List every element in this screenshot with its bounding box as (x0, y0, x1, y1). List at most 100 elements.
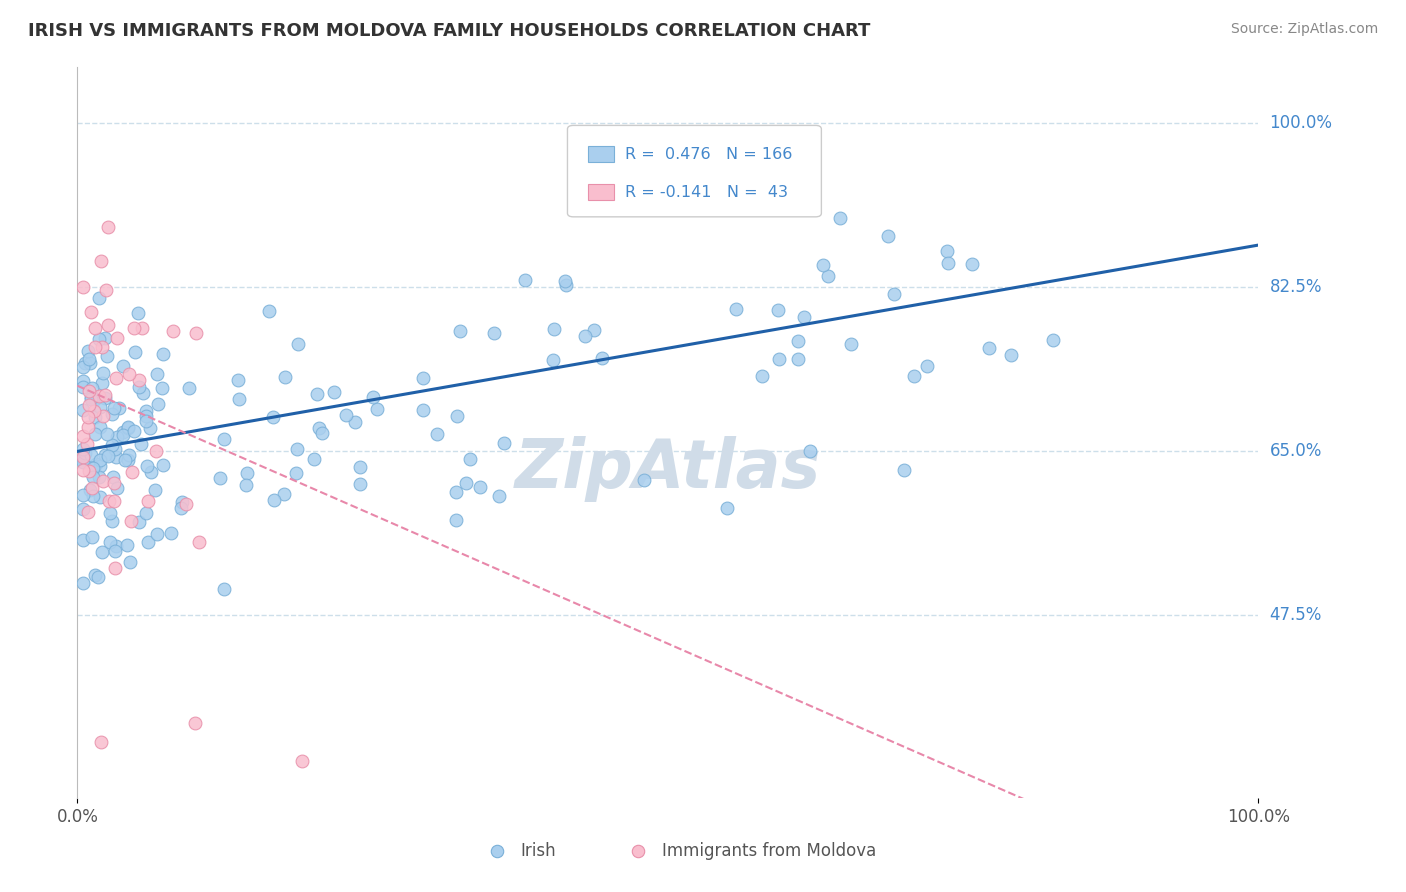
Point (287, 337, 309, 351)
Point (72, 488, 94, 502)
Point (148, 396, 170, 410)
Point (799, 444, 821, 458)
Point (412, 402, 434, 417)
Point (311, 425, 333, 440)
Point (72, 450, 94, 464)
Point (112, 425, 135, 439)
Point (72, 576, 94, 591)
Text: Irish: Irish (520, 842, 555, 860)
Point (139, 465, 162, 479)
Point (105, 331, 128, 345)
Text: 47.5%: 47.5% (1270, 607, 1322, 624)
Point (94, 448, 117, 462)
Point (104, 539, 127, 553)
Point (768, 352, 790, 367)
Point (84, 568, 107, 582)
Point (444, 512, 467, 526)
Point (72, 455, 94, 469)
Point (90, 545, 112, 559)
Point (170, 495, 193, 509)
Point (273, 370, 295, 384)
Point (72, 442, 94, 456)
Point (470, 480, 492, 494)
Point (366, 402, 388, 417)
Point (93, 331, 115, 345)
Point (103, 475, 125, 490)
Point (574, 328, 596, 343)
Point (91, 474, 114, 488)
Point (72, 359, 94, 374)
Point (98, 507, 121, 521)
Point (80, 530, 103, 544)
Point (184, 326, 207, 340)
Point (91, 409, 114, 423)
Point (82, 460, 104, 475)
Point (458, 452, 481, 467)
Point (79, 384, 101, 399)
Point (235, 478, 257, 492)
Point (543, 322, 565, 336)
Point (84, 320, 107, 334)
Point (344, 415, 367, 429)
Point (118, 448, 141, 462)
Point (72, 533, 94, 547)
Point (103, 401, 125, 415)
Point (786, 334, 808, 348)
Point (98, 494, 121, 508)
Point (104, 543, 127, 558)
Point (124, 344, 146, 359)
Point (304, 452, 326, 467)
Point (101, 514, 124, 528)
Point (152, 347, 174, 361)
Point (87, 470, 110, 484)
Point (83, 404, 105, 418)
Point (132, 386, 155, 401)
Point (94, 388, 117, 402)
Point (77, 398, 100, 412)
Point (93, 391, 115, 405)
Point (98, 535, 121, 549)
Point (725, 301, 748, 316)
Point (103, 493, 125, 508)
Point (716, 500, 738, 515)
Point (135, 409, 157, 424)
Point (226, 373, 249, 387)
Point (308, 421, 330, 435)
Point (114, 452, 136, 467)
Point (188, 535, 211, 549)
Point (72, 402, 94, 417)
Point (169, 501, 191, 516)
Point (76, 437, 98, 451)
Point (583, 323, 606, 337)
Point (72, 280, 94, 294)
Point (72, 429, 94, 443)
Point (160, 526, 183, 541)
Point (112, 427, 135, 442)
Point (87, 570, 110, 584)
Point (76, 343, 98, 358)
Point (449, 325, 471, 339)
Point (426, 426, 449, 441)
Point (89, 490, 111, 504)
Point (305, 386, 328, 401)
Point (128, 515, 150, 529)
Point (73, 356, 96, 370)
Point (100, 408, 122, 422)
Point (89, 453, 111, 467)
Point (89, 401, 111, 415)
Text: R = -0.141   N =  43: R = -0.141 N = 43 (626, 185, 789, 200)
Point (936, 256, 959, 270)
Point (960, 257, 983, 271)
Point (72, 379, 94, 393)
Point (128, 373, 150, 387)
Point (228, 392, 250, 407)
Point (79, 483, 101, 497)
Point (79, 355, 101, 369)
Point (162, 324, 184, 338)
Point (90, 254, 112, 268)
Point (104, 371, 127, 385)
Point (446, 409, 468, 423)
Point (139, 420, 162, 434)
Point (145, 443, 167, 458)
Point (839, 337, 862, 351)
